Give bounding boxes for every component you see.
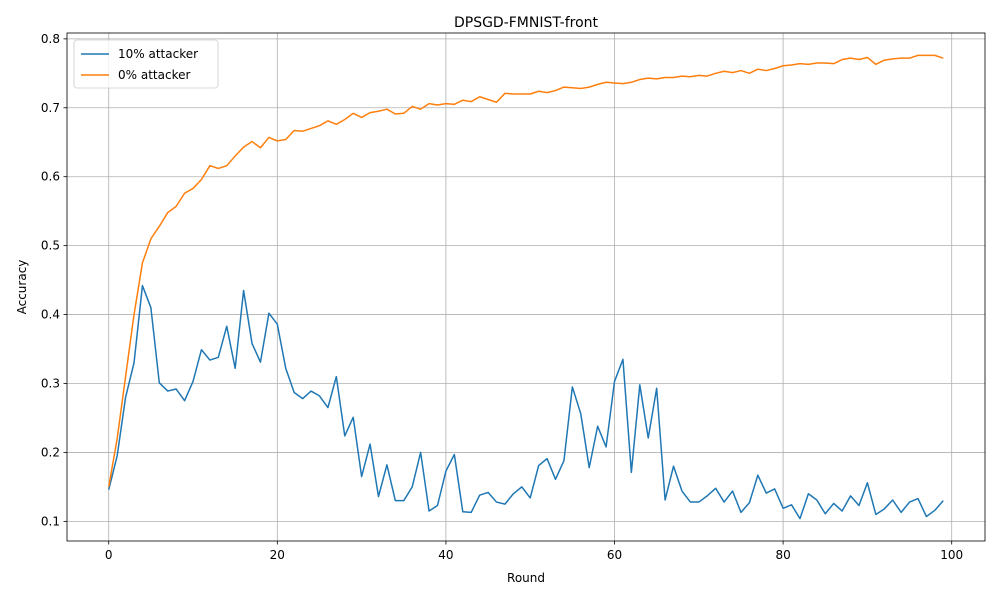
x-tick-label: 20 [270,548,285,562]
x-tick-label: 60 [607,548,622,562]
legend-box [73,39,219,89]
series-lines [107,54,944,520]
y-tick-label: 0.5 [41,239,60,253]
y-tick-label: 0.4 [41,308,60,322]
legend-label-10pct-attacker: 10% attacker [118,47,198,61]
y-axis-label: Accuracy [15,260,29,315]
y-tick-label: 0.6 [41,170,60,184]
x-tick-label: 100 [940,548,963,562]
legend: 10% attacker 0% attacker [73,39,219,89]
y-tick-label: 0.2 [41,445,60,459]
chart-title: DPSGD-FMNIST-front [454,15,599,31]
x-tick-label: 80 [775,548,790,562]
x-tick-label: 40 [438,548,453,562]
plot-frame [66,32,986,542]
grid-lines [67,33,985,541]
x-axis-label: Round [507,571,545,585]
y-tick-label: 0.7 [41,101,60,115]
series-0pct-attacker-line [107,54,944,488]
y-tick-label: 0.8 [41,32,60,46]
y-tick-label: 0.3 [41,376,60,390]
axis-ticks: 0 20 40 60 80 100 0.1 0.2 0.3 0.4 0.5 0.6 0.7 0.8 [41,32,963,562]
y-tick-label: 0.1 [41,514,60,528]
series-10pct-attacker-line [108,284,944,520]
legend-label-0pct-attacker: 0% attacker [118,68,190,82]
x-tick-label: 0 [105,548,113,562]
